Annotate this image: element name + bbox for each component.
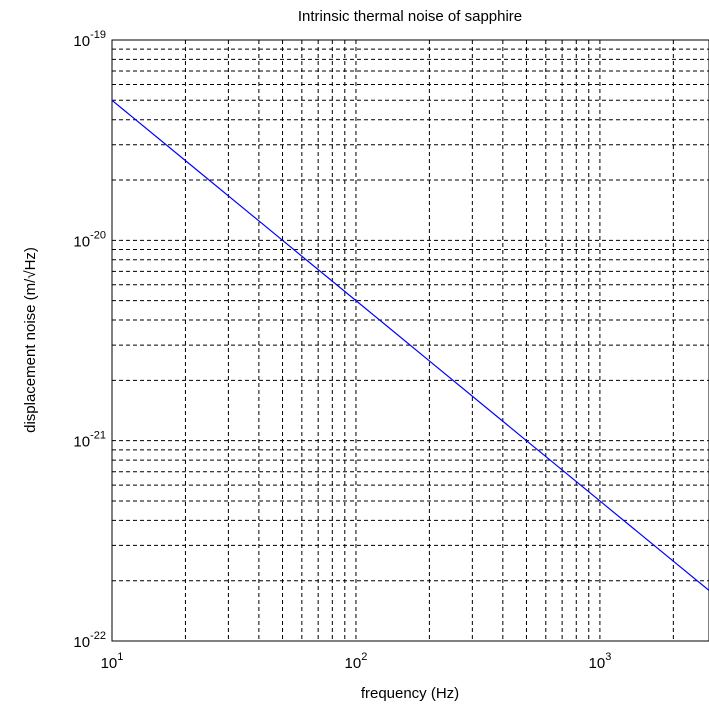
y-tick-label: 10 -19 [73,29,106,50]
y-axis-label: displacement noise (m/√Hz) [22,247,39,433]
x-tick-label: 10 1 [101,651,124,672]
y-tick-label: 10 -22 [73,630,106,651]
x-tick-labels: 10 1 10 2 10 3 [101,651,612,672]
tick-label-base: 10 [589,655,606,672]
x-tick-label: 10 3 [589,651,612,672]
tick-label-base: 10 [73,233,90,250]
tick-label-exponent: -20 [90,229,106,241]
x-tick-label: 10 2 [345,651,368,672]
series-line [111,99,709,591]
chart-title: Intrinsic thermal noise of sapphire [298,8,522,25]
tick-label-base: 10 [73,33,90,50]
x-axis-label: frequency (Hz) [361,685,459,702]
tick-label-exponent: 3 [605,651,611,663]
y-tick-label: 10 -21 [73,430,106,451]
tick-label-exponent: 2 [361,651,367,663]
tick-label-exponent: -21 [90,430,106,442]
plot-area-frame [111,39,709,642]
tick-label-exponent: -19 [90,29,106,41]
grid [112,40,709,641]
tick-label-base: 10 [101,655,118,672]
tick-label-exponent: 1 [117,651,123,663]
y-tick-label: 10 -20 [73,229,106,250]
series-layer [111,99,709,591]
tick-label-base: 10 [73,634,90,651]
tick-label-exponent: -22 [90,630,106,642]
tick-label-base: 10 [73,434,90,451]
tick-label-base: 10 [345,655,362,672]
